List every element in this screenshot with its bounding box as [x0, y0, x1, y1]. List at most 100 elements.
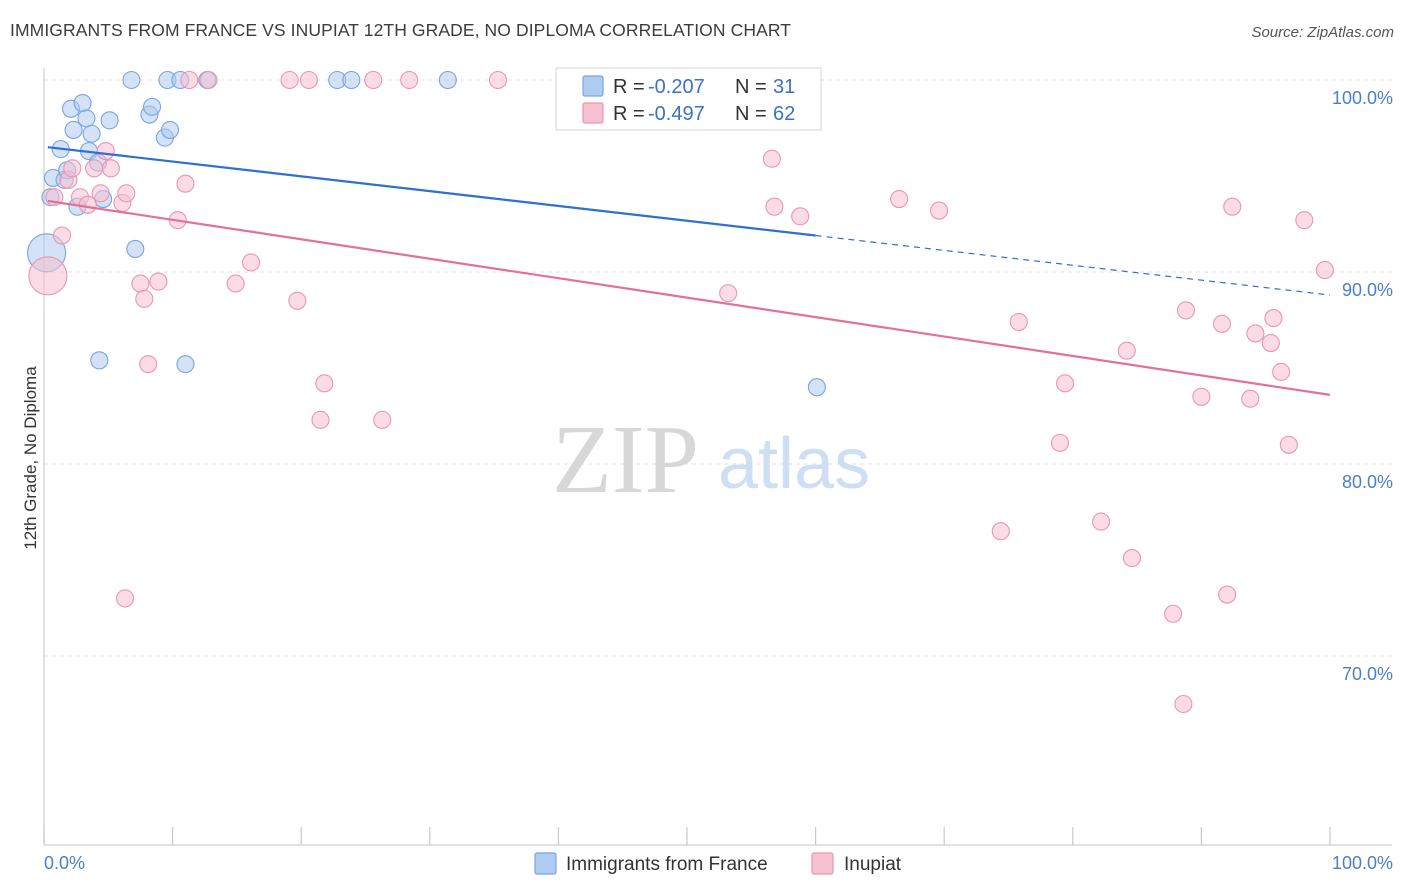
- inupiat-point: [1056, 374, 1075, 393]
- france-point: [77, 109, 96, 128]
- inupiat-point: [1264, 309, 1283, 328]
- inupiat-point: [1164, 604, 1183, 623]
- inupiat-point: [1092, 512, 1111, 531]
- inupiat-point: [890, 189, 909, 209]
- inupiat-point: [1050, 433, 1069, 452]
- inupiat-point: [1315, 261, 1334, 280]
- france-trend-extension: [815, 234, 1331, 296]
- legend-swatch-france: [582, 75, 604, 97]
- inupiat-point: [1192, 387, 1211, 406]
- stats-legend: R = -0.207 N = 31 R = -0.497 N = 62: [555, 67, 822, 131]
- france-point: [176, 355, 195, 374]
- france-point: [160, 120, 180, 139]
- inupiat-point: [1122, 549, 1142, 568]
- inupiat-point: [299, 70, 318, 90]
- inupiat-point: [1176, 301, 1196, 320]
- trend-lines: [47, 146, 1331, 396]
- france-point: [807, 378, 826, 397]
- inupiat-point: [373, 410, 392, 429]
- inupiat-trend-line: [47, 199, 1331, 396]
- y-axis-title: 12th Grade, No Diploma: [21, 366, 40, 550]
- watermark-atlas: atlas: [718, 424, 870, 504]
- inupiat-point: [1246, 324, 1265, 343]
- inupiat-point: [488, 70, 508, 90]
- inupiat-point: [364, 70, 383, 90]
- inupiat-point: [199, 70, 218, 90]
- inupiat-point: [930, 201, 949, 220]
- series-legend-swatch-france: [534, 852, 557, 875]
- y-tick-label: 90.0%: [1342, 280, 1393, 300]
- legend-n-label-inupiat: N =: [735, 103, 767, 125]
- inupiat-point: [400, 70, 419, 90]
- inupiat-point: [28, 256, 68, 296]
- france-trend-line: [47, 146, 816, 237]
- series-inupiat-points: [28, 70, 1334, 714]
- inupiat-point: [288, 291, 307, 310]
- france-point: [73, 93, 92, 113]
- france-point: [342, 70, 361, 90]
- inupiat-point: [1117, 341, 1136, 360]
- inupiat-point: [765, 197, 784, 216]
- x-tick-marks: [43, 827, 1331, 845]
- inupiat-point: [311, 410, 330, 429]
- inupiat-point: [63, 159, 82, 178]
- series-legend: Immigrants from France Inupiat: [534, 852, 902, 875]
- france-point: [142, 97, 162, 116]
- france-point: [64, 120, 83, 139]
- series-legend-label-inupiat: Inupiat: [844, 854, 902, 875]
- inupiat-point: [180, 70, 199, 90]
- inupiat-point: [115, 589, 135, 608]
- inupiat-point: [1218, 585, 1237, 604]
- inupiat-point: [1241, 389, 1260, 408]
- inupiat-point: [226, 274, 245, 293]
- inupiat-point: [719, 284, 738, 303]
- x-tick-label-max: 100.0%: [1332, 853, 1393, 873]
- inupiat-point: [1174, 694, 1193, 714]
- legend-r-value-france: -0.207: [648, 76, 705, 98]
- inupiat-point: [1009, 312, 1028, 331]
- chart-title: IMMIGRANTS FROM FRANCE VS INUPIAT 12TH G…: [10, 20, 792, 40]
- inupiat-point: [135, 289, 154, 308]
- france-point: [122, 70, 141, 90]
- y-tick-labels: 100.0% 90.0% 80.0% 70.0%: [1332, 88, 1393, 684]
- inupiat-point: [131, 274, 150, 293]
- grid-lines: [44, 79, 1392, 657]
- inupiat-point: [1223, 197, 1242, 216]
- inupiat-point: [85, 159, 104, 178]
- y-tick-label: 80.0%: [1342, 472, 1393, 492]
- y-tick-label: 100.0%: [1332, 88, 1393, 108]
- x-tick-label-min: 0.0%: [44, 853, 85, 873]
- source-credit: Source: ZipAtlas.com: [1251, 24, 1394, 41]
- france-point: [90, 351, 109, 370]
- inupiat-point: [117, 184, 136, 203]
- legend-n-label-france: N =: [735, 76, 767, 98]
- inupiat-point: [96, 141, 115, 161]
- watermark: ZIP atlas: [552, 406, 870, 514]
- inupiat-point: [101, 159, 120, 178]
- legend-r-label-inupiat: R =: [613, 103, 645, 125]
- inupiat-point: [1279, 435, 1298, 454]
- inupiat-point: [52, 226, 72, 245]
- series-legend-label-france: Immigrants from France: [566, 854, 768, 875]
- legend-r-label-france: R =: [613, 76, 645, 98]
- inupiat-point: [1295, 211, 1314, 230]
- france-point: [126, 239, 145, 259]
- france-point: [100, 111, 119, 130]
- inupiat-point: [315, 374, 334, 393]
- france-point: [438, 70, 457, 90]
- inupiat-point: [241, 253, 261, 272]
- series-legend-swatch-inupiat: [811, 852, 834, 875]
- inupiat-point: [91, 184, 110, 203]
- france-point: [82, 124, 101, 143]
- inupiat-point: [791, 207, 810, 226]
- watermark-zip: ZIP: [552, 406, 699, 514]
- inupiat-point: [1261, 333, 1280, 353]
- inupiat-point: [149, 272, 168, 291]
- inupiat-point: [762, 149, 781, 168]
- inupiat-point: [1212, 314, 1232, 333]
- inupiat-point: [280, 70, 299, 90]
- inupiat-point: [991, 522, 1010, 541]
- legend-n-value-france: 31: [773, 76, 795, 98]
- legend-r-value-inupiat: -0.497: [648, 103, 705, 125]
